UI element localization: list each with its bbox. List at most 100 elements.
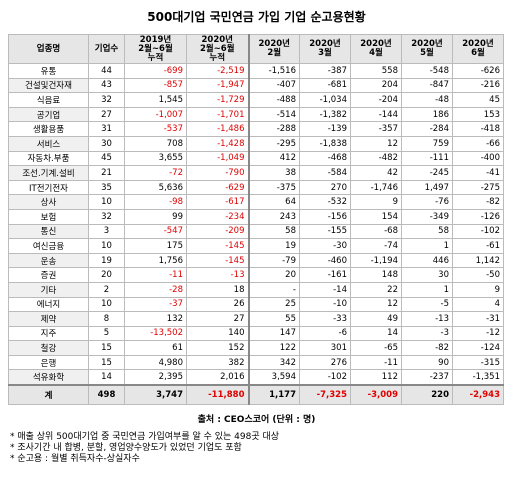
table-cell: -349 [401, 208, 453, 225]
table-cell: 498 [88, 384, 125, 406]
table-cell: -847 [401, 77, 453, 94]
table-cell: -79 [248, 252, 300, 269]
table-cell: 186 [401, 106, 453, 123]
note: * 조사기간 내 합병, 분할, 영업양수양도가 있었던 기업도 포함 [10, 443, 242, 453]
table-cell: -357 [350, 121, 402, 137]
table-row: 계 498 3,747 -11,880 1,177 -7,325 -3,009 220 -2,9… [8, 384, 504, 406]
table-cell: 147 [248, 325, 300, 342]
header-row: 업종명 기업수 2019년 2월~6월 누적 2020년 2월~6월 누적 2020년 2월 202… [8, 34, 504, 64]
table-cell: 증권 [8, 267, 89, 283]
table-cell: -216 [452, 77, 504, 94]
table-cell: -514 [248, 106, 300, 123]
table-cell: - [248, 281, 300, 298]
table-row: 식음료 32 1,545 -1,729 -488 -1,034 -204 -48 45 [8, 92, 504, 108]
table-cell: 32 [88, 208, 125, 225]
table-cell: -3 [401, 325, 453, 342]
table: 업종명 기업수 2019년 2월~6월 누적 2020년 2월~6월 누적 2020년 2월 202… [8, 34, 504, 406]
table-row: 지주 5 -13,502 140 147 -6 14 -3 -12 [8, 325, 504, 342]
table-cell: -1,034 [299, 92, 351, 108]
header-cell: 2020년 2월 [248, 34, 300, 64]
table-cell: 99 [124, 208, 187, 225]
table-cell: -1,049 [186, 150, 250, 167]
table-row: 석유화학 14 2,395 2,016 3,594 -102 112 -237 -1,351 [8, 369, 504, 386]
table-cell: -209 [186, 223, 250, 240]
table-cell: -626 [452, 63, 504, 79]
table-cell: 1 [401, 238, 453, 254]
table-cell: 27 [186, 311, 250, 327]
table-cell: 32 [88, 92, 125, 108]
table-row: 공기업 27 -1,007 -1,701 -514 -1,382 -144 186 153 [8, 106, 504, 123]
header-line: 2020년 [360, 39, 392, 49]
table-cell: 26 [186, 296, 250, 313]
table-cell: 제약 [8, 311, 89, 327]
table-cell: -400 [452, 150, 504, 167]
table-row: 은행 15 4,980 382 342 276 -11 90 -315 [8, 354, 504, 371]
header-line: 2월~6월 [138, 43, 173, 54]
table-cell: 5 [88, 325, 125, 342]
table-cell: -10 [299, 296, 351, 313]
table-cell: -1,007 [124, 106, 187, 123]
table-cell: -315 [452, 354, 504, 371]
table-cell: 계 [8, 384, 89, 406]
notes: * 매출 상위 500대기업 중 국민연금 가입여부를 알 수 있는 498곳 … [10, 432, 279, 465]
table-cell: 154 [350, 208, 402, 225]
header-line: 2020년 [411, 39, 443, 49]
header-line: 3월 [318, 48, 332, 58]
table-cell: 서비스 [8, 135, 89, 152]
table-cell: -547 [124, 223, 187, 240]
table-cell: 18 [186, 281, 250, 298]
table-cell: 153 [452, 106, 504, 123]
table-cell: 49 [350, 311, 402, 327]
table-cell: -66 [452, 135, 504, 152]
table-cell: 2,395 [124, 369, 187, 386]
table-cell: -532 [299, 194, 351, 210]
table-cell: 에너지 [8, 296, 89, 313]
table-cell: -5 [401, 296, 453, 313]
table-cell: -482 [350, 150, 402, 167]
table-cell: 25 [248, 296, 300, 313]
table-cell: -288 [248, 121, 300, 137]
table-cell: -407 [248, 77, 300, 94]
table-cell: 412 [248, 150, 300, 167]
table-cell: 유통 [8, 63, 89, 79]
table-cell: -102 [452, 223, 504, 240]
table-cell: -237 [401, 369, 453, 386]
table-cell: -1,838 [299, 135, 351, 152]
header-line: 6월 [471, 48, 485, 58]
table-cell: 철강 [8, 340, 89, 356]
table-cell: 44 [88, 63, 125, 79]
table-cell: 9 [350, 194, 402, 210]
header-line: 2020년 [201, 34, 233, 45]
table-cell: 공기업 [8, 106, 89, 123]
table-cell: 통신 [8, 223, 89, 240]
table-cell: -1,194 [350, 252, 402, 269]
table-cell: -37 [124, 296, 187, 313]
table-row: 운송 19 1,756 -145 -79 -460 -1,194 446 1,142 [8, 252, 504, 269]
table-cell: -375 [248, 179, 300, 196]
note: * 순고용 : 월별 취득자수-상실자수 [10, 454, 140, 464]
table-row: 자동차.부품 45 3,655 -1,049 412 -468 -482 -111 -400 [8, 150, 504, 167]
table-cell: -468 [299, 150, 351, 167]
table-cell: -7,325 [299, 384, 351, 406]
table-row: 제약 8 132 27 55 -33 49 -13 -31 [8, 311, 504, 327]
table-row: 건설및건자재 43 -857 -1,947 -407 -681 204 -847 -216 [8, 77, 504, 94]
source: 출처 : CEO스코어 (단위 : 명) [197, 415, 316, 425]
table-cell: -1,382 [299, 106, 351, 123]
table-cell: 446 [401, 252, 453, 269]
table-cell: 1,177 [248, 384, 300, 406]
table-cell: 148 [350, 267, 402, 283]
table-cell: -98 [124, 194, 187, 210]
table-row: 증권 20 -11 -13 20 -161 148 30 -50 [8, 267, 504, 283]
table-cell: -76 [401, 194, 453, 210]
header-line: 누적 [209, 52, 226, 63]
table-cell: -145 [186, 238, 250, 254]
header-cell: 2020년 3월 [299, 34, 351, 64]
table-row: 통신 3 -547 -209 58 -155 -68 58 -102 [8, 223, 504, 240]
table-cell: 지주 [8, 325, 89, 342]
table-cell: -2,943 [452, 384, 504, 406]
table-cell: 243 [248, 208, 300, 225]
table-cell: -790 [186, 165, 250, 181]
table-cell: -139 [299, 121, 351, 137]
table-cell: 31 [88, 121, 125, 137]
table-cell: 4 [452, 296, 504, 313]
